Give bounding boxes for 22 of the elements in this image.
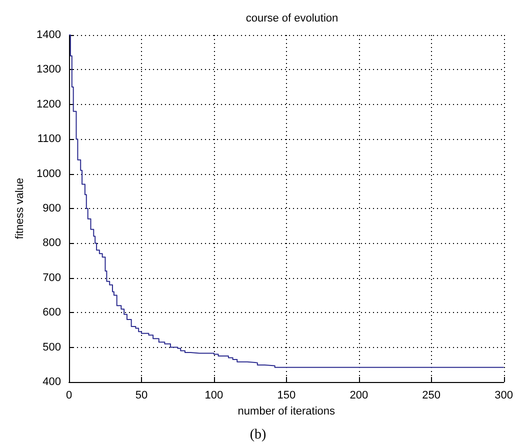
x-tick-label: 50: [135, 390, 148, 402]
x-tick-label: 200: [350, 390, 368, 402]
x-tick-label: 250: [422, 390, 441, 402]
x-tick-label: 300: [494, 390, 514, 402]
y-tick-label: 700: [42, 272, 61, 284]
x-tick-label: 0: [66, 390, 72, 402]
chart-title: course of evolution: [246, 12, 338, 24]
y-axis-title: fitness value: [14, 178, 26, 240]
y-tick-label: 1300: [36, 64, 61, 76]
y-tick-label: 1400: [36, 29, 61, 41]
y-tick-label: 800: [42, 237, 61, 250]
y-tick-label: 600: [42, 306, 61, 319]
y-tick-label: 1200: [36, 98, 61, 110]
x-tick-label: 100: [204, 390, 224, 402]
y-tick-label: 400: [42, 376, 61, 388]
y-tick-label: 500: [42, 341, 61, 354]
text: (b): [250, 428, 266, 442]
y-tick-label: 900: [42, 202, 61, 214]
x-axis-title: number of iterations: [238, 405, 336, 418]
y-tick-label: 1100: [37, 133, 61, 146]
y-tick-label: 1000: [36, 168, 61, 180]
x-tick-label: 150: [277, 390, 296, 402]
